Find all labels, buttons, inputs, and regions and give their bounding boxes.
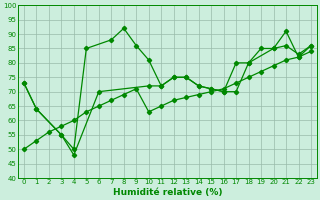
X-axis label: Humidité relative (%): Humidité relative (%)	[113, 188, 222, 197]
